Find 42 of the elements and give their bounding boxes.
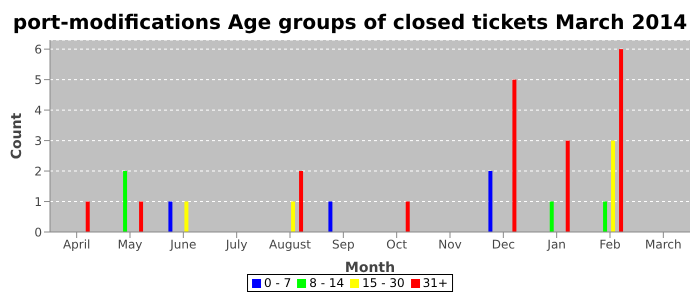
x-tick-label: April bbox=[62, 238, 90, 252]
legend-label: 8 - 14 bbox=[308, 276, 344, 290]
y-tick-label: 2 bbox=[34, 164, 42, 178]
bar bbox=[299, 171, 304, 232]
y-tick-label: 6 bbox=[34, 42, 42, 56]
x-tick-label: Jan bbox=[546, 238, 566, 252]
legend-label: 0 - 7 bbox=[263, 276, 292, 290]
x-tick-label: Feb bbox=[599, 238, 621, 252]
bar bbox=[139, 202, 144, 232]
bar bbox=[550, 202, 554, 232]
legend-label: 15 - 30 bbox=[361, 276, 405, 290]
x-tick-label: Nov bbox=[438, 238, 462, 252]
x-axis-title: Month bbox=[344, 260, 396, 276]
bar bbox=[512, 80, 516, 232]
bar bbox=[611, 140, 616, 232]
x-tick-label: July bbox=[224, 238, 248, 252]
x-tick-label: Sep bbox=[332, 238, 355, 252]
bar bbox=[406, 202, 410, 232]
x-tick-label: May bbox=[118, 238, 142, 252]
chart-title: port-modifications Age groups of closed tickets March 2014 bbox=[12, 9, 688, 36]
bar bbox=[86, 202, 90, 232]
x-tick-label: Oct bbox=[386, 238, 408, 252]
y-tick-label: 3 bbox=[34, 134, 42, 148]
y-tick-label: 1 bbox=[34, 194, 42, 209]
bar bbox=[566, 140, 570, 232]
y-tick-label: 4 bbox=[34, 103, 42, 118]
bar bbox=[619, 49, 624, 232]
y-tick-label: 0 bbox=[34, 225, 42, 240]
x-tick-label: Dec bbox=[492, 238, 515, 252]
bar bbox=[168, 202, 172, 232]
bar bbox=[488, 171, 492, 232]
bar bbox=[184, 202, 188, 232]
y-tick-label: 5 bbox=[34, 72, 42, 87]
legend-label: 31+ bbox=[422, 276, 448, 290]
bar bbox=[328, 202, 332, 232]
x-tick-label: June bbox=[169, 238, 196, 252]
y-axis-title: Count bbox=[8, 112, 25, 160]
bar bbox=[291, 202, 296, 232]
x-tick-label: March bbox=[645, 238, 682, 252]
x-tick-label: August bbox=[269, 238, 312, 252]
bar bbox=[603, 202, 608, 232]
bar bbox=[123, 171, 128, 232]
